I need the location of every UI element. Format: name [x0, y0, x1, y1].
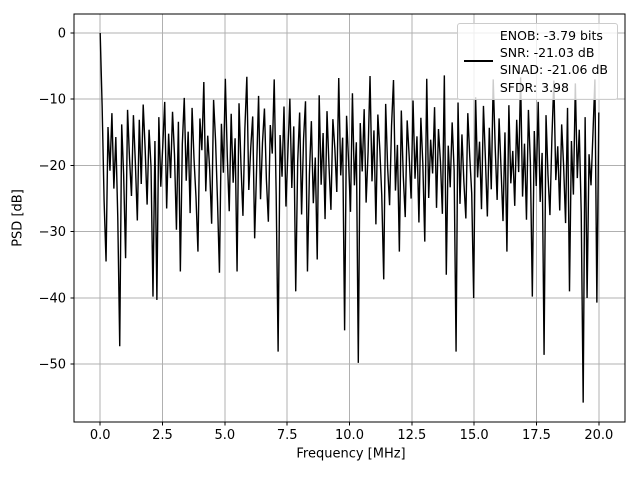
- x-tick-label: 7.5: [277, 428, 298, 443]
- legend-text: ENOB: -3.79 bits SNR: -21.03 dB SINAD: -…: [500, 27, 608, 96]
- y-tick-label: −40: [39, 291, 66, 306]
- x-tick-label: 17.5: [522, 428, 551, 443]
- legend-snr: SNR: -21.03 dB: [499, 45, 595, 61]
- y-tick-label: −50: [39, 358, 66, 373]
- y-tick-label: −20: [39, 159, 66, 174]
- x-axis-label: Frequency [MHz]: [296, 446, 406, 462]
- legend-sinad: SINAD: -21.06 dB: [499, 62, 608, 78]
- y-axis-label: PSD [dB]: [10, 189, 26, 247]
- y-tick-label: 0: [58, 27, 66, 42]
- x-tick-label: 12.5: [397, 428, 426, 443]
- x-tick-label: 0.0: [90, 428, 111, 443]
- x-tick-label: 15.0: [460, 428, 489, 443]
- legend-line-sample: [463, 60, 493, 63]
- psd-series-line: [99, 32, 600, 403]
- legend-sfdr: SFDR: 3.98: [499, 79, 569, 95]
- x-tick-label: 5.0: [214, 428, 235, 443]
- legend: ENOB: -3.79 bits SNR: -21.03 dB SINAD: -…: [456, 23, 618, 100]
- y-tick-label: −10: [39, 93, 66, 108]
- y-tick-label: −30: [39, 225, 66, 240]
- legend-enob: ENOB: -3.79 bits: [499, 28, 603, 43]
- x-tick-label: 2.5: [152, 428, 173, 443]
- x-tick-label: 10.0: [335, 428, 364, 443]
- x-tick-label: 20.0: [584, 428, 613, 443]
